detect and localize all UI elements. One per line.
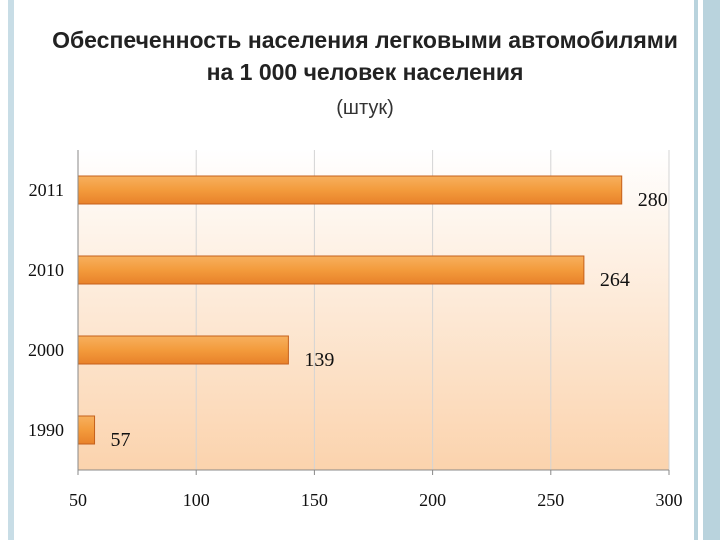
category-label-2000: 2000 [28, 340, 64, 360]
data-label-2011: 280 [638, 189, 668, 211]
chart-title-line-2: на 1 000 человек населения [206, 59, 524, 85]
right-accent-rule [690, 0, 720, 540]
category-label-2010: 2010 [28, 260, 64, 280]
category-label-2011: 2011 [29, 180, 64, 200]
x-tick-label-150: 150 [301, 490, 328, 510]
x-tick-label-250: 250 [537, 490, 564, 510]
x-tick-label-50: 50 [69, 490, 87, 510]
chart-subtitle: (штук) [336, 97, 394, 119]
bar-2010 [77, 255, 585, 285]
x-tick-label-100: 100 [183, 490, 210, 510]
bar-2000 [77, 335, 289, 365]
x-tick-label-200: 200 [419, 490, 446, 510]
data-label-2000: 139 [304, 349, 334, 371]
x-axis-ticks: 50 100 150 200 250 300 [69, 470, 683, 510]
chart-title-line-1: Обеспеченность населения легковыми автом… [52, 27, 678, 53]
bar-2011 [77, 175, 623, 205]
bar-1990 [77, 415, 96, 445]
bars [77, 175, 623, 445]
y-axis-categories: 2011 2010 2000 1990 [28, 180, 64, 440]
left-accent-rule [8, 0, 14, 540]
data-label-1990: 57 [111, 429, 131, 451]
data-labels: 280 264 139 57 [111, 189, 668, 451]
chart-title: Обеспеченность населения легковыми автом… [20, 24, 710, 88]
data-label-2010: 264 [600, 269, 630, 291]
category-label-1990: 1990 [28, 420, 64, 440]
x-tick-label-300: 300 [656, 490, 683, 510]
